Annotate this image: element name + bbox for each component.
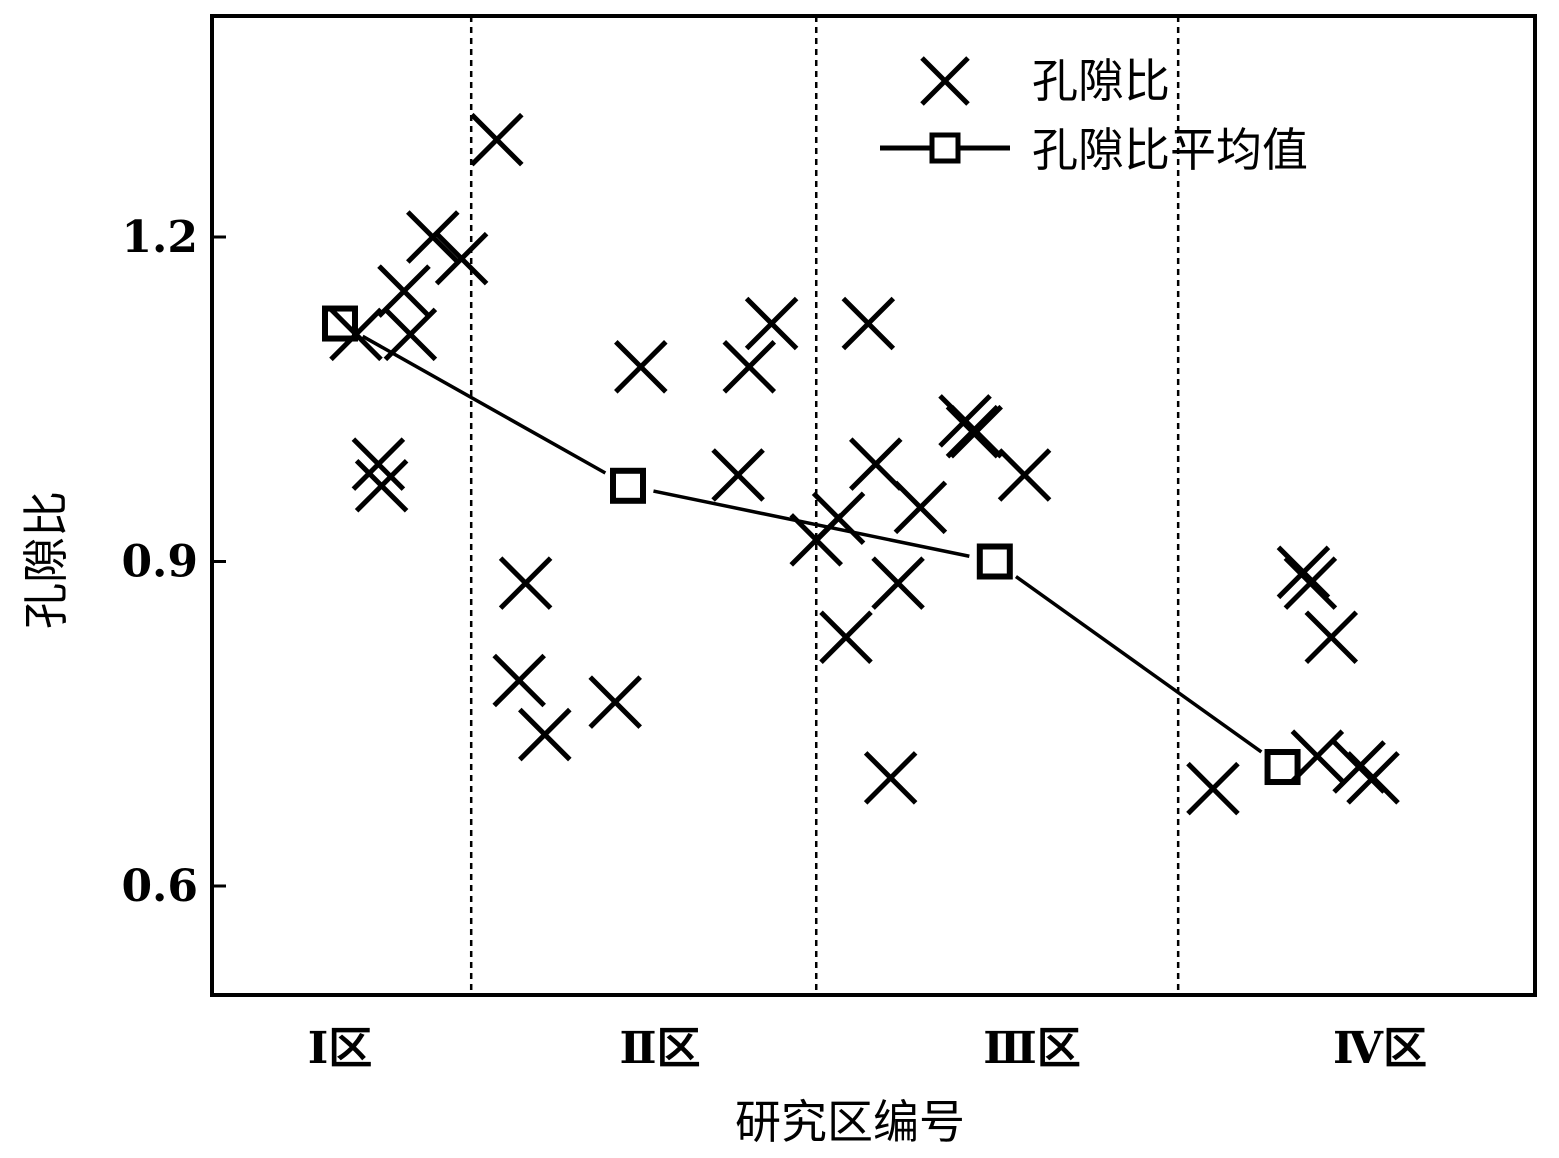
mean-marker: [610, 467, 646, 504]
data-point: [1283, 556, 1338, 610]
data-point: [811, 491, 866, 546]
data-point: [470, 112, 524, 167]
data-point: [841, 296, 896, 351]
data-point: [351, 437, 406, 491]
mean-series: [322, 305, 1301, 786]
data-point: [498, 556, 553, 610]
legend-label-mean: 孔隙比平均值: [1032, 123, 1308, 177]
x-axis: Ⅰ区 Ⅱ区 Ⅲ区 Ⅳ区: [308, 1023, 1427, 1074]
mean-marker: [1264, 749, 1301, 786]
x-tick-label: Ⅱ区: [619, 1023, 700, 1074]
data-point: [1290, 729, 1345, 783]
legend-label-scatter: 孔隙比: [1032, 54, 1170, 108]
data-point: [406, 210, 460, 264]
x-tick-label: Ⅲ区: [983, 1023, 1081, 1074]
zone-dividers: [469, 16, 1180, 995]
mean-segment: [653, 489, 970, 558]
data-point: [588, 675, 642, 729]
x-axis-title: 研究区编号: [735, 1095, 965, 1149]
data-point: [997, 448, 1052, 502]
mean-segment: [1014, 575, 1263, 754]
data-point: [329, 307, 383, 362]
data-point: [722, 340, 777, 394]
data-point: [614, 340, 668, 394]
data-point: [819, 610, 873, 664]
data-point: [354, 459, 409, 513]
mean-segment: [361, 334, 607, 475]
y-tick-label: 0.6: [121, 861, 198, 912]
data-point: [949, 404, 1003, 459]
data-point: [1304, 610, 1359, 664]
plot-frame: [210, 14, 1537, 997]
scatter-series: [329, 112, 1400, 816]
data-point: [1186, 761, 1240, 816]
data-point: [945, 404, 1000, 459]
data-point: [492, 653, 546, 708]
data-point: [1276, 545, 1331, 600]
y-tick-label: 0.9: [121, 537, 198, 588]
data-point: [893, 480, 948, 535]
data-point: [518, 707, 572, 762]
data-point: [863, 751, 918, 805]
data-point: [871, 556, 925, 610]
y-tick-label: 1.2: [121, 212, 198, 263]
legend-marker-mean: [880, 132, 1010, 164]
y-axis-title: 孔隙比: [19, 491, 73, 629]
data-point: [1346, 751, 1400, 805]
data-point: [434, 231, 489, 286]
data-point: [383, 307, 438, 362]
data-point: [744, 296, 799, 351]
legend-marker-x: [920, 56, 970, 106]
data-point: [848, 437, 903, 491]
mean-marker: [322, 305, 358, 342]
mean-marker: [976, 543, 1013, 580]
x-tick-label: Ⅳ区: [1333, 1023, 1427, 1074]
data-point: [711, 448, 765, 502]
x-tick-label: Ⅰ区: [308, 1023, 373, 1074]
y-axis: 0.6 0.9 1.2: [121, 212, 226, 912]
legend: 孔隙比 孔隙比平均值: [880, 54, 1308, 177]
